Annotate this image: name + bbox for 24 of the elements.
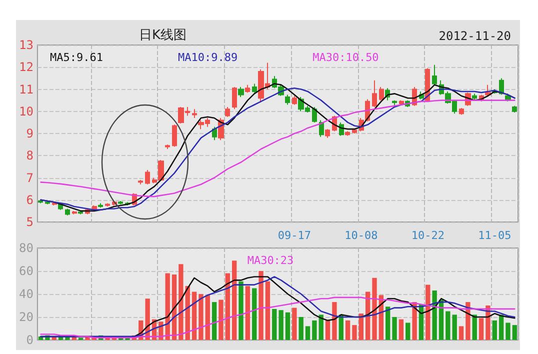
x-tick-label: 09-17: [278, 229, 311, 242]
y-tick-label: 11: [18, 82, 34, 96]
y-tick-label: 13: [18, 38, 34, 52]
x-tick-label: 10-08: [344, 229, 378, 242]
chart-subtitle: 2012-11-20: [438, 29, 512, 43]
y-tick-label: 0: [26, 333, 34, 347]
y-tick-label: 40: [18, 287, 34, 301]
y-tick-label: 80: [18, 241, 34, 255]
x-tick-label: 10-22: [411, 229, 444, 242]
chart-title: 日K线图: [139, 28, 187, 43]
text: MA5:9.61: [50, 51, 103, 64]
y-tick-label: 9: [26, 126, 34, 140]
y-tick-label: 6: [26, 192, 34, 207]
text: MA10:9.89: [178, 51, 238, 64]
y-tick-label: 60: [18, 264, 34, 278]
text: MA30:10.50: [312, 51, 379, 64]
y-tick-label: 5: [26, 215, 34, 229]
y-tick-label: 8: [26, 148, 34, 163]
y-tick-label: 7: [26, 170, 34, 185]
x-tick-label: 11-05: [478, 229, 512, 242]
y-tick-label: 20: [18, 310, 34, 324]
y-tick-label: 12: [18, 60, 34, 74]
y-tick-label: 10: [18, 104, 34, 118]
text: MA30:23: [247, 254, 294, 267]
